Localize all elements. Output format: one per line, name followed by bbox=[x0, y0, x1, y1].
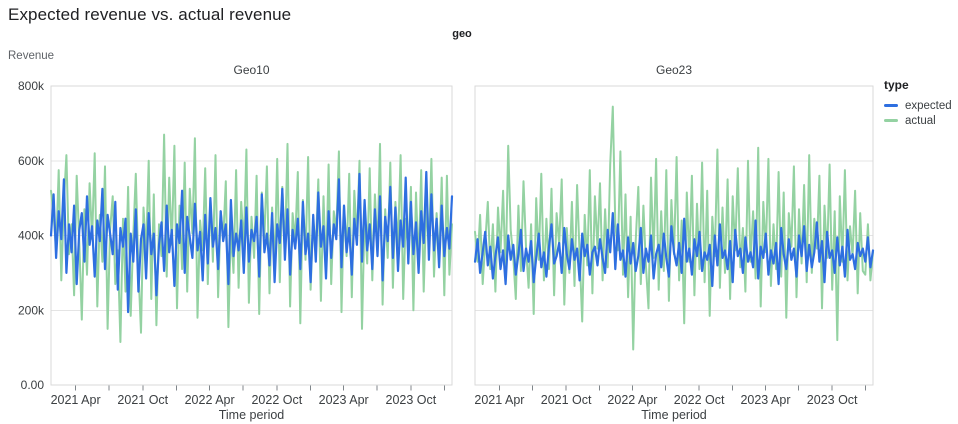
legend-item-actual: actual bbox=[884, 113, 952, 128]
x-axis-tick-label: 2023 Apr bbox=[319, 393, 369, 407]
facet-title-geo10: Geo10 bbox=[233, 63, 269, 77]
y-axis-tick-label: 200k bbox=[18, 303, 45, 317]
legend-label: actual bbox=[905, 114, 936, 127]
x-axis-tick-label: 2023 Oct bbox=[807, 393, 858, 407]
y-axis-title: Revenue bbox=[8, 50, 55, 62]
legend-swatch-actual bbox=[884, 119, 898, 122]
x-axis-tick-label: 2021 Apr bbox=[51, 393, 101, 407]
series-line-actual-geo10 bbox=[50, 133, 453, 343]
series-line-actual-geo23 bbox=[474, 105, 874, 351]
chart-title: Expected revenue vs. actual revenue bbox=[8, 5, 292, 24]
x-axis-tick-label: 2021 Oct bbox=[117, 393, 168, 407]
legend-title: type bbox=[884, 78, 909, 92]
legend-items: expected actual bbox=[884, 98, 952, 128]
legend-item-expected: expected bbox=[884, 98, 952, 113]
legend-swatch-expected bbox=[884, 104, 898, 107]
x-axis-title: Time period bbox=[219, 408, 285, 422]
x-axis-title: Time period bbox=[641, 408, 707, 422]
x-axis-tick-label: 2021 Apr bbox=[474, 393, 524, 407]
x-axis-tick-label: 2023 Apr bbox=[740, 393, 790, 407]
y-axis-tick-label: 800k bbox=[18, 79, 45, 93]
facet-title-geo23: Geo23 bbox=[656, 63, 692, 77]
x-axis-tick-label: 2022 Oct bbox=[674, 393, 725, 407]
x-axis-tick-label: 2022 Apr bbox=[185, 393, 235, 407]
series-line-expected-geo23 bbox=[473, 212, 875, 288]
legend: type expected actual bbox=[884, 78, 952, 128]
facet-field-label: geo bbox=[452, 28, 472, 40]
legend-label: expected bbox=[905, 99, 952, 112]
y-axis-tick-label: 0.00 bbox=[21, 378, 45, 392]
series-line-expected-geo10 bbox=[49, 170, 454, 314]
x-axis-tick-label: 2021 Oct bbox=[541, 393, 592, 407]
y-axis-tick-label: 600k bbox=[18, 154, 45, 168]
x-axis-tick-label: 2022 Oct bbox=[251, 393, 302, 407]
x-axis-tick-label: 2023 Oct bbox=[386, 393, 437, 407]
x-axis-tick-label: 2022 Apr bbox=[607, 393, 657, 407]
y-axis-tick-label: 400k bbox=[18, 229, 45, 243]
